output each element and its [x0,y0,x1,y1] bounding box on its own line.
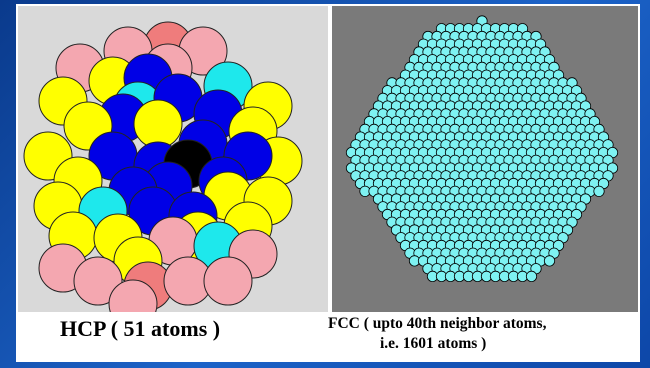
hcp-atom-yellow [133,99,183,149]
hcp-atom-cluster [23,21,303,312]
panel-divider [328,6,332,312]
fcc-atom [593,185,605,197]
hcp-atom-pink [73,256,123,306]
fcc-caption-line1: FCC ( upto 40th neighbor atoms, [328,315,547,332]
fcc-caption-line2: i.e. 1601 atoms ) [380,335,487,352]
fcc-atom-cluster [345,15,619,282]
fcc-atom [525,270,538,282]
fcc-atom-group [345,15,619,282]
hcp-caption: HCP ( 51 atoms ) [60,316,221,341]
fcc-cluster-image [332,6,638,312]
hcp-cluster-image [18,6,328,312]
fcc-atom [543,255,556,267]
hcp-atom-pink [108,279,158,312]
fcc-caption: FCC ( upto 40th neighbor atoms, i.e. 160… [328,314,638,354]
hcp-atom-pink [203,256,253,306]
